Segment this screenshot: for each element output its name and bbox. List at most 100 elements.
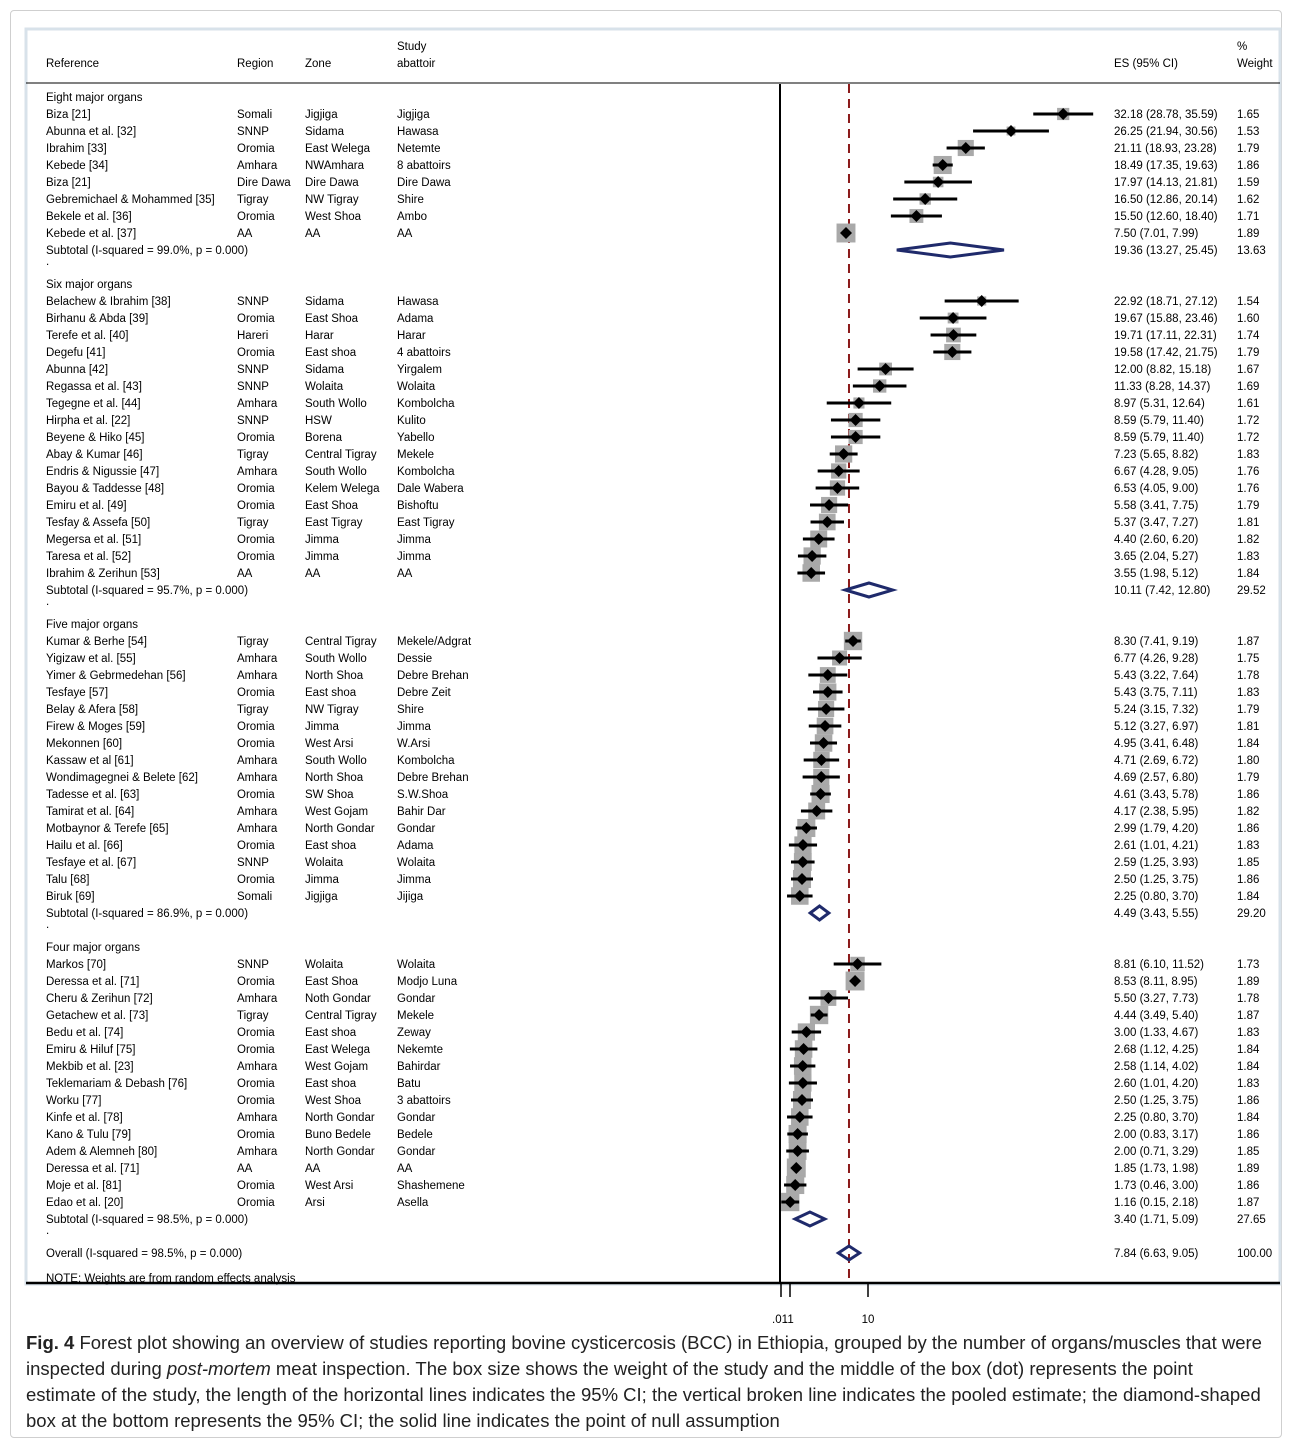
study-point-marker [796, 1094, 808, 1106]
study-abattoir: Jijiga [397, 891, 424, 903]
study-region: Oromia [237, 1095, 275, 1107]
study-weight: 1.84 [1237, 1112, 1260, 1124]
study-reference: Mekbib et al. [23] [46, 1061, 134, 1073]
study-weight: 1.83 [1237, 551, 1259, 563]
study-es-text: 2.25 (0.80, 3.70) [1114, 1112, 1199, 1124]
x-tick-label: 10 [862, 1314, 875, 1326]
study-zone: Jimma [305, 551, 339, 563]
study-weight: 1.79 [1237, 500, 1259, 512]
study-abattoir: Shire [397, 194, 424, 206]
caption-text-2: meat inspection. The box size shows the … [26, 1358, 1261, 1431]
study-zone: Arsi [305, 1197, 325, 1209]
study-region: Oromia [237, 500, 275, 512]
study-zone: North Gondar [305, 823, 375, 835]
study-reference: Taresa et al. [52] [46, 551, 131, 563]
study-region: SNNP [237, 364, 269, 376]
study-region: Oromia [237, 738, 275, 750]
study-abattoir: Adama [397, 313, 434, 325]
subtotal-label: Subtotal (I-squared = 98.5%, p = 0.000) [46, 1214, 248, 1226]
study-point-marker [790, 1162, 803, 1174]
study-reference: Biza [21] [46, 177, 91, 189]
subtotal-diamond [807, 904, 832, 922]
study-weight: 1.82 [1237, 806, 1259, 818]
header-abattoir-line1: Study [397, 41, 427, 53]
study-abattoir: 4 abattoirs [397, 347, 451, 359]
study-weight: 1.87 [1237, 1010, 1259, 1022]
study-point-marker [946, 346, 959, 358]
study-region: SNNP [237, 296, 269, 308]
forest-plot: Reference Region Zone Study abattoir ES (95% … [24, 27, 1282, 1326]
study-abattoir: Kombolcha [397, 398, 455, 410]
study-abattoir: Dire Dawa [397, 177, 451, 189]
study-weight: 1.84 [1237, 738, 1260, 750]
study-region: SNNP [237, 126, 269, 138]
overall-diamond [835, 1244, 863, 1262]
study-weight: 1.59 [1237, 177, 1259, 189]
study-abattoir: Yirgalem [397, 364, 442, 376]
subtotal-label-es: 19.36 (13.27, 25.45) [1114, 245, 1218, 257]
study-reference: Biruk [69] [46, 891, 95, 903]
study-point-marker [919, 193, 932, 205]
study-zone: Dire Dawa [305, 177, 359, 189]
study-region: Amhara [237, 653, 278, 665]
study-point-marker [793, 1111, 806, 1123]
study-es-text: 2.99 (1.79, 4.20) [1114, 823, 1199, 835]
study-es-text: 19.67 (15.88, 23.46) [1114, 313, 1218, 325]
study-zone: AA [305, 568, 321, 580]
header-weight-line1: % [1237, 41, 1247, 53]
study-es-text: 3.65 (2.04, 5.27) [1114, 551, 1199, 563]
study-reference: Ibrahim [33] [46, 143, 107, 155]
group-title: Eight major organs [46, 92, 143, 104]
figure-caption: Fig. 4 Forest plot showing an overview o… [26, 1330, 1266, 1434]
study-es-text: 6.67 (4.28, 9.05) [1114, 466, 1199, 478]
study-reference: Tamirat et al. [64] [46, 806, 134, 818]
study-es-text: 2.25 (0.80, 3.70) [1114, 891, 1199, 903]
study-point-marker [936, 159, 949, 171]
study-zone: South Wollo [305, 398, 367, 410]
study-weight: 1.75 [1237, 653, 1259, 665]
study-es-text: 8.59 (5.79, 11.40) [1114, 415, 1204, 427]
study-reference: Endris & Nigussie [47] [46, 466, 159, 478]
study-es-text: 4.95 (3.41, 6.48) [1114, 738, 1199, 750]
study-region: Oromia [237, 721, 275, 733]
study-weight: 1.60 [1237, 313, 1259, 325]
study-weight: 1.79 [1237, 347, 1259, 359]
study-zone: East Shoa [305, 976, 359, 988]
study-zone: West Shoa [305, 1095, 362, 1107]
study-region: SNNP [237, 415, 269, 427]
study-reference: Ibrahim & Zerihun [53] [46, 568, 160, 580]
study-abattoir: Dale Wabera [397, 483, 464, 495]
group-separator-dot: . [46, 919, 49, 931]
study-region: Oromia [237, 1044, 275, 1056]
study-abattoir: Gondar [397, 1146, 436, 1158]
study-region: SNNP [237, 959, 269, 971]
study-point-marker [832, 465, 845, 477]
study-region: Tigray [237, 704, 269, 716]
study-region: Amhara [237, 1112, 278, 1124]
study-abattoir: Bahirdar [397, 1061, 441, 1073]
study-abattoir: Adama [397, 840, 434, 852]
study-point-marker [789, 1179, 802, 1191]
study-abattoir: Wolaita [397, 959, 436, 971]
study-zone: Kelem Welega [305, 483, 380, 495]
study-abattoir: Jimma [397, 874, 431, 886]
overall-label-weight: 100.00 [1237, 1248, 1272, 1260]
study-weight: 1.83 [1237, 1078, 1259, 1090]
study-es-text: 8.53 (8.11, 8.95) [1114, 976, 1198, 988]
study-point-marker [947, 329, 960, 341]
study-zone: East Shoa [305, 500, 359, 512]
study-reference: Talu [68] [46, 874, 89, 886]
study-reference: Degefu [41] [46, 347, 105, 359]
study-point-marker [847, 635, 860, 647]
study-region: Amhara [237, 1061, 278, 1073]
study-es-text: 32.18 (28.78, 35.59) [1114, 109, 1218, 121]
study-abattoir: Gondar [397, 823, 436, 835]
study-region: AA [237, 228, 253, 240]
study-zone: NW Tigray [305, 194, 359, 206]
study-weight: 1.86 [1237, 160, 1259, 172]
study-point-marker [932, 176, 945, 188]
study-abattoir: AA [397, 1163, 413, 1175]
study-reference: Bayou & Taddesse [48] [46, 483, 164, 495]
study-abattoir: Kulito [397, 415, 426, 427]
study-abattoir: Bishoftu [397, 500, 439, 512]
